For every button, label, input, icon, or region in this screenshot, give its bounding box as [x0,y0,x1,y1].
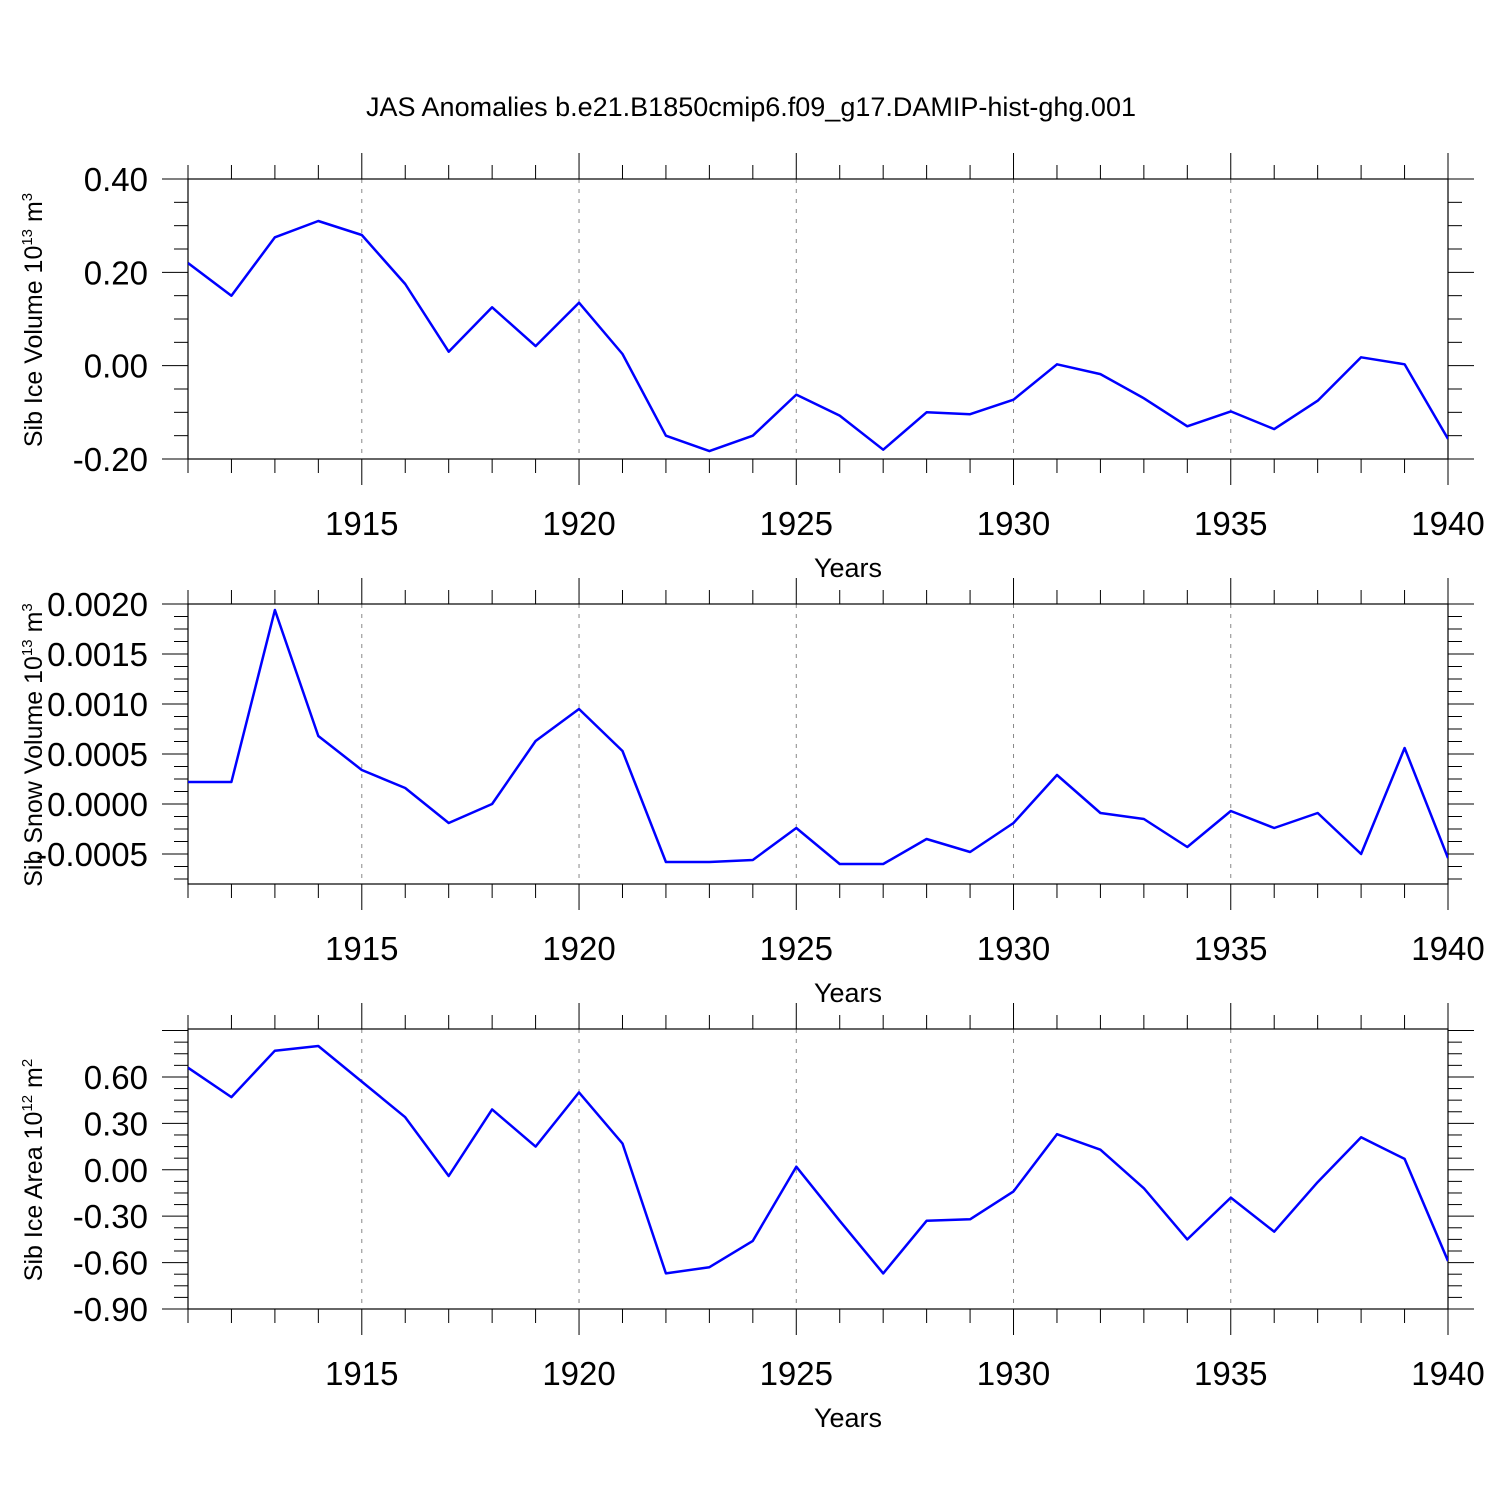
x-axis-label: Years [814,978,882,1008]
y-tick-label: -0.0005 [36,836,148,873]
x-axis-label: Years [814,1403,882,1433]
y-tick-label: -0.60 [73,1245,148,1282]
x-tick-label: 1915 [325,1355,398,1392]
y-tick-label: 0.0010 [47,686,148,723]
x-tick-label: 1930 [977,505,1050,542]
y-tick-label: 0.0020 [47,586,148,623]
chart-panel-3: -0.90 -0.60 -0.30 0.00 0.30 0.60 1915 1920 1925 1… [19,1003,1485,1433]
x-tick-label: 1935 [1194,930,1267,967]
x-tick-label: 1930 [977,930,1050,967]
x-tick-label: 1925 [760,930,833,967]
x-tick-label: 1930 [977,1355,1050,1392]
x-tick-label: 1915 [325,505,398,542]
y-axis-label: Sib Ice Volume 1013 m3 [19,193,48,447]
series-line [188,219,1448,453]
x-tick-label: 1935 [1194,505,1267,542]
x-tick-label: 1920 [542,930,615,967]
y-axis-label: Sib Ice Area 1012 m2 [19,1059,48,1281]
x-tick-label: 1915 [325,930,398,967]
y-tick-label: 0.0015 [47,636,148,673]
x-tick-label: 1940 [1411,1355,1484,1392]
chart-title: JAS Anomalies b.e21.B1850cmip6.f09_g17.D… [366,92,1136,122]
y-tick-label: 0.0005 [47,736,148,773]
y-tick-label: 0.00 [84,348,148,385]
y-tick-label: 0.0000 [47,786,148,823]
x-tick-label: 1920 [542,505,615,542]
x-tick-label: 1925 [760,1355,833,1392]
x-tick-label: 1935 [1194,1355,1267,1392]
y-tick-label: -0.20 [73,441,148,478]
x-axis-label: Years [814,553,882,583]
y-tick-label: 0.60 [84,1059,148,1096]
x-tick-label: 1940 [1411,930,1484,967]
plot-frame [187,1028,1449,1310]
series-line [188,608,1448,866]
y-tick-label: 0.30 [84,1105,148,1142]
x-tick-label: 1920 [542,1355,615,1392]
y-tick-label: 0.40 [84,161,148,198]
x-tick-label: 1940 [1411,505,1484,542]
chart-panel-1: -0.20 0.00 0.20 0.40 1915 1920 1925 1930 1935 194… [19,153,1485,583]
plot-frame [187,178,1449,460]
x-tick-label: 1925 [760,505,833,542]
series-line [188,1044,1448,1275]
chart-panel-2: -0.0005 0.0000 0.0005 0.0010 0.0015 0.0020 191… [19,578,1485,1008]
y-tick-label: 0.20 [84,254,148,291]
y-tick-label: 0.00 [84,1152,148,1189]
y-axis-label: Sib Snow Volume 1013 m3 [19,603,48,887]
y-tick-label: -0.30 [73,1198,148,1235]
plot-frame [187,603,1449,885]
y-tick-label: -0.90 [73,1291,148,1328]
